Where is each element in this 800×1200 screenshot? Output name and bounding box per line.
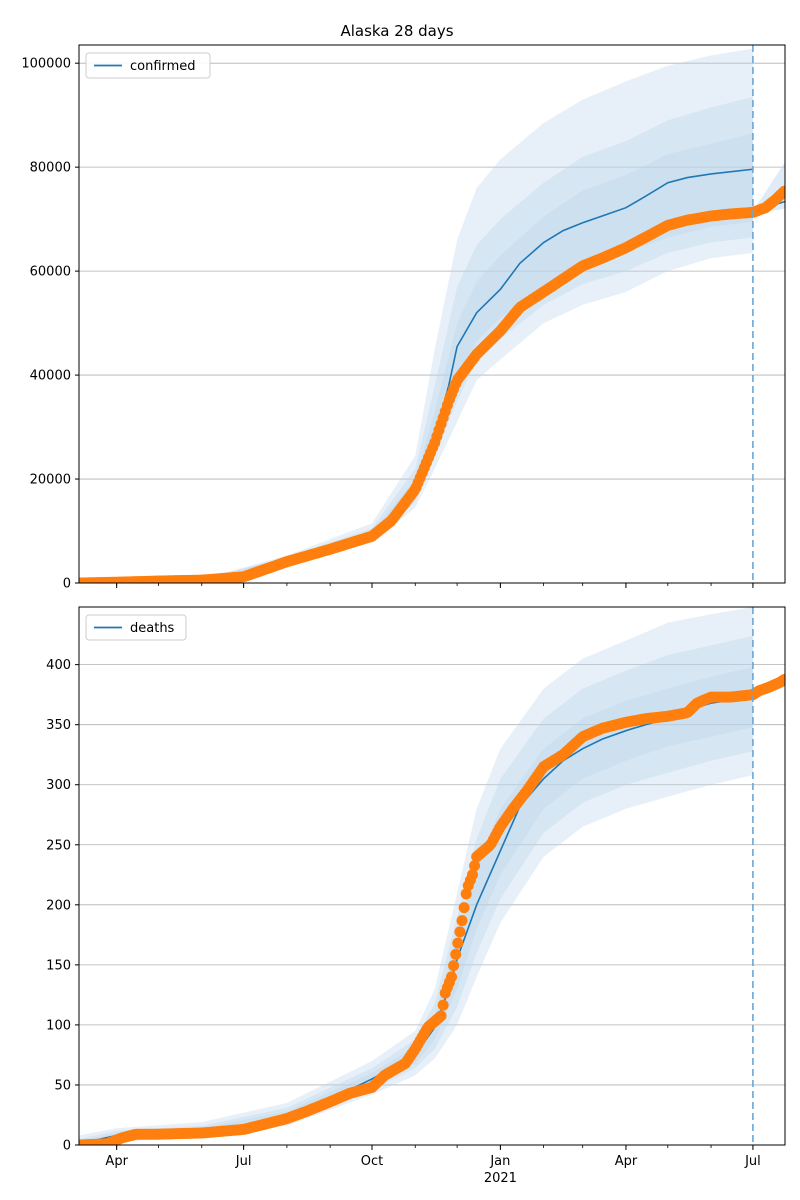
y-tick-label: 100000 xyxy=(21,57,71,72)
y-tick-label: 100 xyxy=(46,1018,71,1033)
observed-point xyxy=(450,948,462,960)
y-tick-label: 60000 xyxy=(30,265,71,280)
observed-point xyxy=(452,937,464,949)
legend: deaths xyxy=(85,614,187,641)
x-tick-label: Oct xyxy=(361,1154,383,1169)
y-tick-label: 200 xyxy=(46,898,71,913)
x-tick-label: Apr xyxy=(105,1154,128,1169)
y-tick-label: 20000 xyxy=(30,473,71,488)
observed-point xyxy=(466,869,478,881)
y-tick-label: 400 xyxy=(46,658,71,673)
observed-point xyxy=(437,999,449,1011)
x-tick-label: Jul xyxy=(235,1154,252,1169)
y-tick-label: 50 xyxy=(54,1078,71,1093)
legend-box xyxy=(85,614,187,641)
x-tick-label: Jan xyxy=(489,1154,510,1169)
confidence-band xyxy=(79,96,753,583)
y-tick-label: 40000 xyxy=(30,369,71,384)
observed-point xyxy=(435,1010,447,1022)
observed-point xyxy=(778,674,785,686)
legend: confirmed xyxy=(85,52,211,79)
y-tick-label: 0 xyxy=(63,1139,71,1154)
observed-point xyxy=(469,860,481,872)
y-tick-label: 0 xyxy=(63,577,71,592)
confidence-band xyxy=(79,133,753,583)
x-tick-label: Jul xyxy=(744,1154,761,1169)
legend-label: deaths xyxy=(130,621,175,636)
y-tick-label: 150 xyxy=(46,958,71,973)
x-year-label: 2021 xyxy=(484,1171,517,1186)
plot-area xyxy=(79,607,785,1145)
observed-point xyxy=(448,960,460,972)
y-tick-label: 250 xyxy=(46,838,71,853)
y-tick-label: 300 xyxy=(46,778,71,793)
axes-frame xyxy=(78,44,786,584)
confidence-band xyxy=(79,48,753,583)
legend-label: confirmed xyxy=(130,59,196,74)
deaths-panel: 0 50 100 150 200 250 300 350 400 Apr Jul Oct Jan Apr J… xyxy=(46,606,786,1186)
x-tick-label: Apr xyxy=(615,1154,638,1169)
observed-point xyxy=(454,926,466,938)
observed-point xyxy=(778,185,785,197)
confirmed-panel: 0 20000 40000 60000 80000 100000 confirmed xyxy=(21,44,786,592)
observed-point xyxy=(446,971,458,983)
chart-title: Alaska 28 days xyxy=(340,22,453,40)
plot-area xyxy=(79,48,785,583)
observed-point xyxy=(458,902,470,914)
legend-box xyxy=(85,52,211,79)
y-tick-label: 80000 xyxy=(30,161,71,176)
y-tick-label: 350 xyxy=(46,718,71,733)
observed-point xyxy=(456,915,468,927)
axes-frame xyxy=(78,606,786,1146)
confidence-band xyxy=(79,635,753,1145)
